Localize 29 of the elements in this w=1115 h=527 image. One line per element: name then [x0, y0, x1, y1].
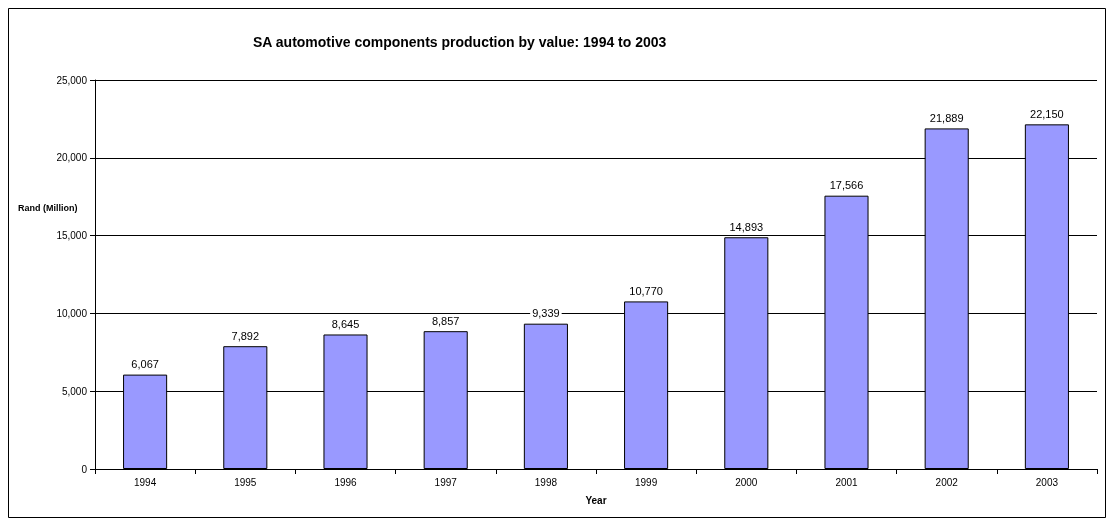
x-tick-label: 1997	[434, 476, 458, 488]
x-tick-label: 1996	[334, 476, 358, 488]
data-label: 6,067	[131, 358, 159, 371]
x-tick-label: 2003	[1035, 476, 1059, 488]
y-tick-label: 0	[81, 463, 88, 475]
x-tick-label: 2001	[835, 476, 859, 488]
x-tick-label: 2002	[935, 476, 959, 488]
data-label: 22,150	[1030, 107, 1064, 120]
data-label: 9,339	[532, 307, 560, 320]
data-label: 8,645	[331, 317, 360, 330]
x-tick-label: 1998	[534, 476, 558, 488]
y-tick-label: 10,000	[56, 307, 88, 319]
data-label: 21,889	[929, 111, 964, 124]
y-tick-label: 5,000	[61, 385, 88, 397]
x-tick-label: 1999	[634, 476, 658, 488]
x-tick-label: 1994	[133, 476, 157, 488]
y-axis-title: Rand (Million)	[18, 202, 78, 213]
x-axis-title: Year	[585, 494, 607, 506]
y-tick-label: 20,000	[56, 152, 88, 164]
x-tick-label: 1995	[234, 476, 257, 488]
data-label: 10,770	[629, 284, 663, 297]
data-label: 17,566	[829, 179, 864, 192]
y-tick-label: 25,000	[56, 74, 88, 86]
x-tick-label: 2000	[735, 476, 758, 488]
data-label: 8,857	[431, 314, 460, 327]
y-tick-label: 15,000	[56, 230, 88, 242]
data-label: 14,893	[729, 220, 764, 233]
data-label: 7,892	[231, 329, 260, 342]
chart-title: SA automotive components production by value: 1994 to 2003	[253, 34, 667, 50]
